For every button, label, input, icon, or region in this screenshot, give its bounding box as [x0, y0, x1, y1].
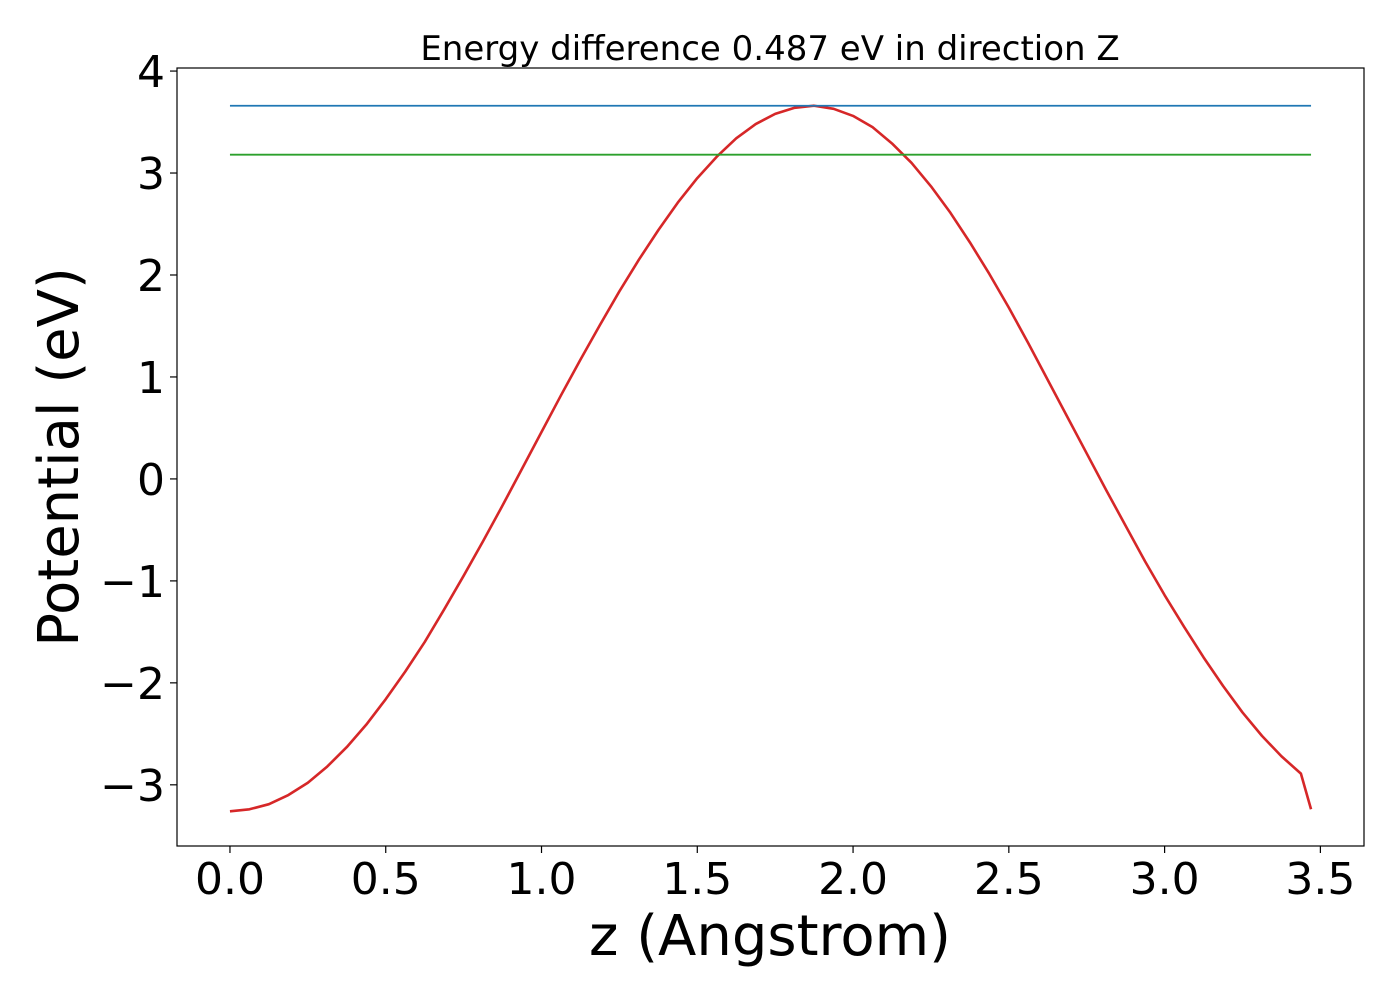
- y-tick-label: −1: [100, 557, 165, 608]
- chart-title: Energy difference 0.487 eV in direction …: [420, 29, 1119, 69]
- y-tick-label: 0: [137, 455, 165, 506]
- x-tick-label: 2.5: [974, 854, 1044, 905]
- y-tick-label: −2: [100, 659, 165, 710]
- y-tick-label: −3: [100, 761, 165, 812]
- x-tick-label: 1.5: [662, 854, 732, 905]
- y-tick-label: 1: [137, 353, 165, 404]
- x-tick-label: 1.0: [507, 854, 577, 905]
- x-tick-label: 3.5: [1285, 854, 1355, 905]
- x-axis: 0.0 0.5 1.0 1.5 2.0 2.5 3.0 3.5: [195, 846, 1355, 905]
- y-tick-label: 3: [137, 149, 165, 200]
- y-axis: −3 −2 −1 0 1 2 3 4: [100, 47, 177, 812]
- y-tick-label: 4: [137, 47, 165, 98]
- y-axis-label: Potential (eV): [27, 267, 92, 647]
- plot-frame: [176, 67, 1365, 847]
- x-axis-label: z (Angstrom): [589, 904, 951, 969]
- y-tick-label: 2: [137, 251, 165, 302]
- x-tick-label: 3.0: [1130, 854, 1200, 905]
- x-tick-label: 0.0: [195, 854, 265, 905]
- series-line-0: [229, 104, 1313, 813]
- x-tick-label: 0.5: [351, 854, 421, 905]
- series-layer: [229, 104, 1313, 813]
- x-tick-label: 2.0: [818, 854, 888, 905]
